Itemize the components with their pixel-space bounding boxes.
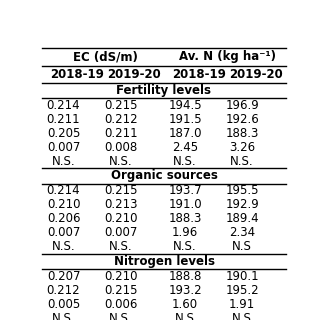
- Text: 0.205: 0.205: [47, 127, 80, 140]
- Text: 0.215: 0.215: [104, 184, 137, 197]
- Text: N.S.: N.S.: [173, 240, 197, 253]
- Text: 189.4: 189.4: [225, 212, 259, 225]
- Text: 195.5: 195.5: [225, 184, 259, 197]
- Text: 0.210: 0.210: [104, 269, 137, 283]
- Text: 0.210: 0.210: [104, 212, 137, 225]
- Text: 0.211: 0.211: [47, 113, 80, 125]
- Text: 0.207: 0.207: [47, 269, 80, 283]
- Text: 0.212: 0.212: [47, 284, 80, 297]
- Text: 2.45: 2.45: [172, 141, 198, 154]
- Text: 195.2: 195.2: [225, 284, 259, 297]
- Text: 0.008: 0.008: [104, 141, 137, 154]
- Text: 2.34: 2.34: [229, 226, 255, 239]
- Text: 0.210: 0.210: [47, 198, 80, 211]
- Text: Nitrogen levels: Nitrogen levels: [114, 255, 214, 268]
- Text: 0.206: 0.206: [47, 212, 80, 225]
- Text: 0.215: 0.215: [104, 284, 137, 297]
- Text: 187.0: 187.0: [168, 127, 202, 140]
- Text: N.S.: N.S.: [109, 155, 132, 168]
- Text: Fertility levels: Fertility levels: [116, 84, 212, 97]
- Text: 0.007: 0.007: [47, 141, 80, 154]
- Text: N.S.: N.S.: [52, 155, 76, 168]
- Text: 188.3: 188.3: [168, 212, 202, 225]
- Text: 1.60: 1.60: [172, 298, 198, 311]
- Text: 194.5: 194.5: [168, 99, 202, 112]
- Text: 190.1: 190.1: [225, 269, 259, 283]
- Text: 2018-19: 2018-19: [50, 68, 104, 81]
- Text: EC (dS/m): EC (dS/m): [73, 50, 138, 63]
- Text: 193.2: 193.2: [168, 284, 202, 297]
- Text: 188.3: 188.3: [225, 127, 259, 140]
- Text: 2019-20: 2019-20: [108, 68, 161, 81]
- Text: 196.9: 196.9: [225, 99, 259, 112]
- Text: N.S.: N.S.: [52, 240, 76, 253]
- Text: 0.213: 0.213: [104, 198, 137, 211]
- Text: 0.005: 0.005: [47, 298, 80, 311]
- Text: 191.0: 191.0: [168, 198, 202, 211]
- Text: 193.7: 193.7: [168, 184, 202, 197]
- Text: 1.96: 1.96: [172, 226, 198, 239]
- Text: 0.212: 0.212: [104, 113, 137, 125]
- Text: N.S.: N.S.: [109, 240, 132, 253]
- Text: 0.007: 0.007: [104, 226, 137, 239]
- Text: 0.214: 0.214: [47, 184, 80, 197]
- Text: 0.007: 0.007: [47, 226, 80, 239]
- Text: 2018-19: 2018-19: [172, 68, 226, 81]
- Text: N.S: N.S: [232, 240, 252, 253]
- Text: 0.214: 0.214: [47, 99, 80, 112]
- Text: N.S: N.S: [175, 312, 195, 320]
- Text: 3.26: 3.26: [229, 141, 255, 154]
- Text: 192.9: 192.9: [225, 198, 259, 211]
- Text: Organic sources: Organic sources: [111, 169, 217, 182]
- Text: 191.5: 191.5: [168, 113, 202, 125]
- Text: 0.215: 0.215: [104, 99, 137, 112]
- Text: 0.006: 0.006: [104, 298, 137, 311]
- Text: N.S.: N.S.: [109, 312, 132, 320]
- Text: N.S.: N.S.: [230, 155, 254, 168]
- Text: 0.211: 0.211: [104, 127, 137, 140]
- Text: N.S.: N.S.: [173, 155, 197, 168]
- Text: 188.8: 188.8: [168, 269, 202, 283]
- Text: N.S.: N.S.: [52, 312, 76, 320]
- Text: N.S: N.S: [232, 312, 252, 320]
- Text: Av. N (kg ha⁻¹): Av. N (kg ha⁻¹): [179, 50, 276, 63]
- Text: 192.6: 192.6: [225, 113, 259, 125]
- Text: 2019-20: 2019-20: [229, 68, 283, 81]
- Text: 1.91: 1.91: [229, 298, 255, 311]
